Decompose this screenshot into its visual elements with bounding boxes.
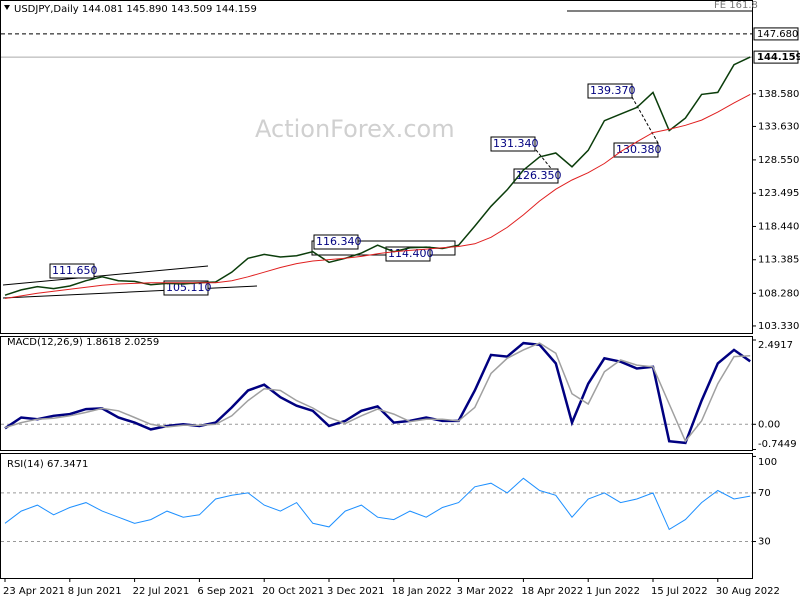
x-tick-label: 6 Sep 2021 [197, 586, 254, 597]
x-tick-label: 15 Jul 2022 [651, 586, 708, 597]
annotation: 116.340 [316, 235, 362, 248]
price-panel [0, 0, 753, 334]
price-label-box [753, 50, 799, 64]
annotation-box [490, 136, 536, 152]
x-tick-label: 3 Mar 2022 [457, 586, 514, 597]
x-tick-label: 18 Apr 2022 [521, 586, 583, 597]
annotation: 139.370 [590, 84, 636, 97]
series-line [4, 93, 751, 299]
x-tick-label: 8 Jun 2021 [68, 586, 122, 597]
annotation: 130.380 [616, 143, 662, 156]
trendline [2, 285, 258, 299]
y-tick-label: 30 [758, 537, 771, 548]
collapse-icon [4, 5, 10, 10]
x-tick-label: 1 Jun 2022 [586, 586, 640, 597]
range-box [311, 240, 456, 256]
x-tick-label: 20 Oct 2021 [262, 586, 324, 597]
macd-title: MACD(12,26,9) 1.8618 2.0259 [7, 337, 159, 348]
y-tick-label: 128.550 [758, 155, 799, 166]
y-tick-label: 133.630 [758, 121, 799, 132]
x-tick-label: 22 Jul 2021 [133, 586, 190, 597]
annotation-box [163, 280, 209, 296]
annotation-box [313, 234, 359, 250]
annotation-box [613, 142, 659, 158]
y-tick-label: 113.385 [758, 255, 799, 266]
x-tick-label: 3 Dec 2021 [327, 586, 385, 597]
series-line [4, 342, 751, 443]
y-tick-label: 100 [758, 457, 777, 468]
y-tick-label: 70 [758, 488, 771, 499]
price-label: 144.159 [757, 52, 800, 63]
y-tick-label: 138.580 [758, 89, 799, 100]
series-line [4, 56, 751, 296]
swing-line [631, 96, 659, 144]
y-tick-label: 123.495 [758, 188, 799, 199]
macd-panel [0, 336, 753, 451]
watermark: ActionForex.com [255, 115, 455, 143]
annotation: 126.350 [516, 169, 562, 182]
y-tick-label: -0.7449 [758, 439, 797, 450]
annotation: 111.650 [52, 264, 98, 277]
annotation-box [587, 83, 633, 99]
y-tick-label: 2.4917 [758, 340, 793, 351]
y-tick-label: 0.00 [758, 419, 780, 430]
price-label: 147.680 [757, 29, 798, 40]
x-tick-label: 18 Jan 2022 [392, 586, 452, 597]
price-label-box [753, 27, 799, 41]
annotation: 131.340 [493, 137, 539, 150]
annotation-box [513, 168, 559, 184]
trendline [2, 265, 209, 286]
rsi-title: RSI(14) 67.3471 [7, 459, 88, 470]
rsi-panel [0, 453, 753, 579]
y-tick-label: 103.330 [758, 321, 799, 332]
series-line [4, 477, 751, 531]
price-title: USDJPY,Daily 144.081 145.890 143.509 144… [14, 4, 257, 15]
x-tick-label: 30 Aug 2022 [716, 586, 780, 597]
annotation-box [49, 263, 95, 279]
fe-label: FE 161.8 [714, 0, 758, 11]
y-tick-label: 108.280 [758, 288, 799, 299]
x-tick-label: 23 Apr 2021 [3, 586, 65, 597]
y-tick-label: 118.440 [758, 221, 799, 232]
series-line [4, 341, 751, 445]
